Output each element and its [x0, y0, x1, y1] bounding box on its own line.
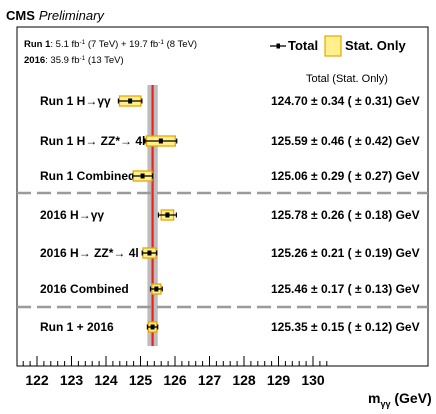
row-value-text: 125.26 ± 0.21 ( ± 0.19) GeV: [271, 246, 420, 260]
measurement-row: Run 1 H→ ZZ*→ 4l 125.59 ± 0.46 ( ± 0.42) …: [40, 134, 420, 148]
measurement-row: 2016 H→ ZZ*→ 4l 125.26 ± 0.21 ( ± 0.19) G…: [40, 246, 420, 260]
row-value-text: 125.06 ± 0.29 ( ± 0.27) GeV: [271, 169, 420, 183]
row-label: Run 1 H→ ZZ*→ 4l: [40, 134, 145, 148]
row-value-text: 125.46 ± 0.17 ( ± 0.13) GeV: [271, 282, 420, 296]
legend-total-marker: [276, 43, 280, 49]
plot-frame: [16, 26, 429, 367]
x-tick-label: 122: [25, 372, 49, 388]
x-axis: 122 123 124 125 126 127 128 129 130: [22, 356, 328, 388]
lumi-2016: 2016: 35.9 fb-1 (13 TeV): [24, 55, 124, 66]
row-value-text: 125.78 ± 0.26 ( ± 0.18) GeV: [271, 208, 420, 222]
x-tick-label: 125: [129, 372, 153, 388]
x-tick-label: 126: [163, 372, 187, 388]
row-label: Run 1 H→γγ: [40, 94, 111, 108]
column-header: Total (Stat. Only): [306, 73, 388, 85]
x-tick-label: 129: [267, 372, 291, 388]
central-value-marker: [158, 138, 163, 144]
central-value-marker: [128, 98, 133, 104]
central-value-marker: [147, 250, 152, 256]
x-tick-label: 130: [301, 372, 325, 388]
x-tick-label: 127: [198, 372, 222, 388]
measurement-row: Run 1 H→γγ 124.70 ± 0.34 ( ± 0.31) GeV: [40, 94, 420, 108]
cms-header: CMS Preliminary: [6, 8, 105, 23]
measurement-row: Run 1 Combined 125.06 ± 0.29 ( ± 0.27) Ge…: [40, 169, 420, 183]
row-value-text: 124.70 ± 0.34 ( ± 0.31) GeV: [271, 94, 420, 108]
legend: Total Stat. Only: [270, 35, 406, 57]
measurement-row: 2016 H→γγ 125.78 ± 0.26 ( ± 0.18) GeV: [40, 208, 420, 222]
x-tick-label: 124: [94, 372, 118, 388]
row-label: Run 1 + 2016: [40, 320, 114, 334]
row-value-text: 125.35 ± 0.15 ( ± 0.12) GeV: [271, 320, 420, 334]
row-label: 2016 Combined: [40, 282, 129, 296]
row-label: 2016 H→ ZZ*→ 4l: [40, 246, 139, 260]
measurement-row: Run 1 + 2016 125.35 ± 0.15 ( ± 0.12) GeV: [40, 320, 420, 334]
legend-stat-box: [324, 35, 342, 57]
preliminary-label: Preliminary: [39, 8, 106, 23]
central-value-marker: [150, 324, 155, 330]
x-tick-label: 123: [60, 372, 84, 388]
legend-stat-label: Stat. Only: [345, 38, 406, 53]
row-label: 2016 H→γγ: [40, 208, 104, 222]
central-value-marker: [154, 286, 159, 292]
x-tick-label: 128: [232, 372, 256, 388]
legend-total-label: Total: [288, 38, 318, 53]
cms-label: CMS: [6, 8, 35, 23]
row-value-text: 125.59 ± 0.46 ( ± 0.42) GeV: [271, 134, 420, 148]
x-axis-title: mγγ (GeV): [368, 390, 432, 409]
row-label: Run 1 Combined: [40, 169, 135, 183]
central-value-marker: [165, 212, 170, 218]
lumi-run1: Run 1: 5.1 fb-1 (7 TeV) + 19.7 fb-1 (8 T…: [24, 39, 197, 50]
central-value-marker: [140, 173, 145, 179]
measurement-rows: Run 1 H→γγ 124.70 ± 0.34 ( ± 0.31) GeVRun…: [40, 94, 420, 334]
measurement-row: 2016 Combined 125.46 ± 0.17 ( ± 0.13) GeV: [40, 282, 420, 296]
